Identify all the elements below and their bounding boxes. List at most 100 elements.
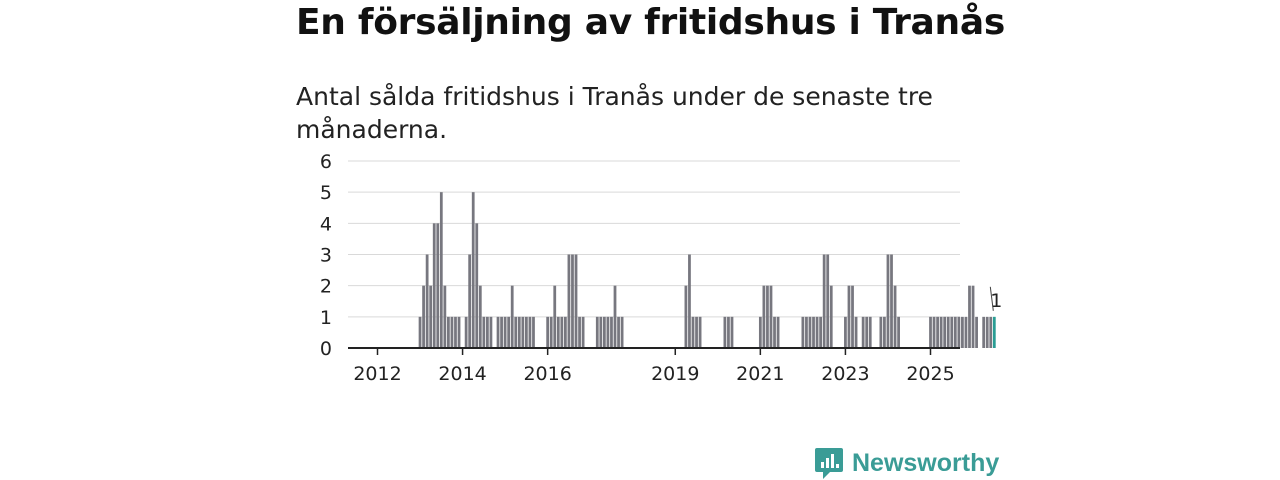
newsworthy-logo: Newsworthy	[814, 446, 999, 480]
bar	[776, 316, 780, 348]
bar	[773, 316, 776, 348]
bar	[620, 316, 624, 348]
bar	[950, 316, 954, 348]
bar	[510, 285, 514, 348]
bar	[946, 316, 950, 348]
bar	[475, 223, 479, 348]
bar	[684, 285, 688, 348]
bar	[847, 285, 851, 348]
bar	[688, 254, 691, 348]
bar	[500, 316, 503, 348]
bar	[610, 316, 613, 348]
bar	[418, 316, 422, 348]
bar	[886, 254, 890, 348]
bar	[854, 316, 858, 348]
bar	[436, 223, 440, 348]
bar	[968, 285, 971, 348]
bar	[890, 254, 893, 348]
x-tick-label: 2014	[438, 363, 486, 385]
bar	[489, 316, 493, 348]
y-tick-label: 6	[320, 151, 332, 173]
bar	[943, 316, 947, 348]
bar	[422, 285, 425, 348]
bar	[808, 316, 812, 348]
y-tick-label: 4	[320, 213, 332, 235]
bar	[439, 192, 443, 348]
bar	[897, 316, 900, 348]
bar	[450, 316, 454, 348]
bar	[762, 285, 766, 348]
bar	[425, 254, 429, 348]
bar	[691, 316, 695, 348]
bar	[599, 316, 603, 348]
bar	[429, 285, 433, 348]
bar	[723, 316, 727, 348]
bar	[730, 316, 734, 348]
bar	[929, 316, 932, 348]
bar	[617, 316, 620, 348]
bar-highlight	[992, 316, 996, 348]
bar	[574, 254, 578, 348]
bar	[507, 316, 511, 348]
y-tick-label: 2	[320, 276, 332, 298]
bar	[571, 254, 574, 348]
bar	[961, 316, 964, 348]
x-tick-label: 2025	[906, 363, 954, 385]
bar	[893, 285, 897, 348]
bar	[602, 316, 606, 348]
bar	[932, 316, 936, 348]
bar	[982, 316, 986, 348]
bar	[939, 316, 943, 348]
bar	[432, 223, 436, 348]
bar	[457, 316, 461, 348]
bar	[464, 316, 468, 348]
highlight-value-label: 1	[990, 290, 1002, 312]
bar	[769, 285, 773, 348]
bar	[613, 285, 617, 348]
bar	[549, 316, 553, 348]
bar	[532, 316, 535, 348]
x-tick-label: 2021	[736, 363, 784, 385]
bar	[578, 316, 581, 348]
bar	[471, 192, 475, 348]
bar	[546, 316, 550, 348]
annotation-leader	[989, 286, 994, 311]
bar	[468, 254, 472, 348]
bar	[556, 316, 560, 348]
x-tick-label: 2016	[523, 363, 571, 385]
newsworthy-logo-icon	[815, 448, 843, 479]
bar	[553, 285, 557, 348]
bar	[879, 316, 883, 348]
bar	[486, 316, 489, 348]
bar	[844, 316, 847, 348]
bar	[514, 316, 518, 348]
bar	[560, 316, 564, 348]
bar	[766, 285, 769, 348]
y-tick-label: 5	[320, 182, 332, 204]
bar	[478, 285, 482, 348]
y-tick-label: 3	[320, 245, 332, 267]
bar	[606, 316, 610, 348]
bar	[822, 254, 826, 348]
newsworthy-logo-text: Newsworthy	[852, 448, 1000, 477]
bar	[815, 316, 819, 348]
x-tick-label: 2023	[821, 363, 869, 385]
chart-title: En försäljning av fritidshus i Tranås	[296, 2, 1005, 43]
y-tick-label: 1	[320, 307, 332, 329]
bar	[517, 316, 521, 348]
chart-subtitle: Antal sålda fritidshus i Tranås under de…	[296, 82, 933, 144]
bar	[528, 316, 532, 348]
bar	[447, 316, 450, 348]
bar	[826, 254, 830, 348]
bar	[989, 316, 993, 348]
bar	[883, 316, 886, 348]
bar	[812, 316, 815, 348]
bar	[695, 316, 698, 348]
bar	[865, 316, 869, 348]
x-tick-label: 2012	[353, 363, 401, 385]
bar	[727, 316, 730, 348]
bar	[861, 316, 865, 348]
bar	[819, 316, 822, 348]
bar	[698, 316, 702, 348]
